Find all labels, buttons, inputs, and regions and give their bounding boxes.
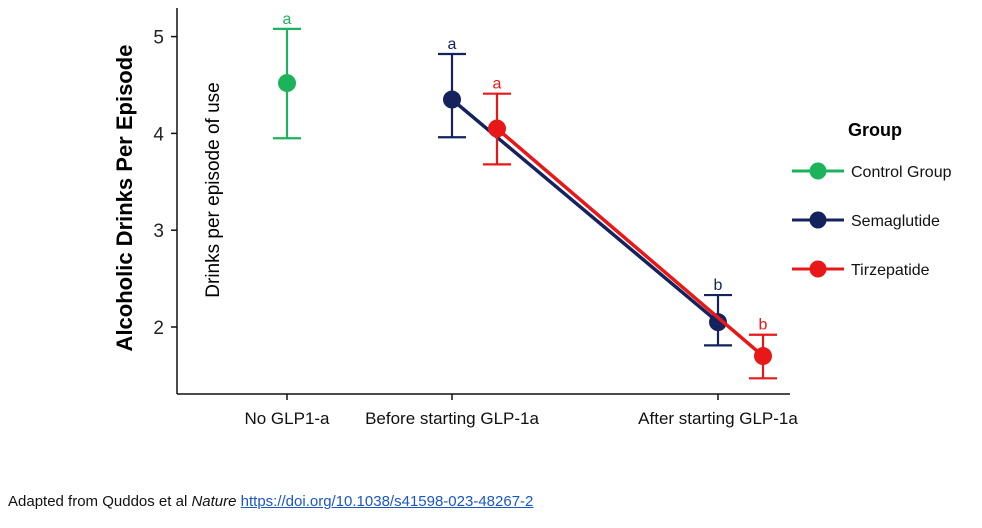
y-axis-label: Alcoholic Drinks Per Episode [112,45,137,352]
x-tick-label: After starting GLP-1a [638,409,798,428]
data-point [709,313,727,332]
source-caption: Adapted from Quddos et al Nature https:/… [8,493,533,510]
x-tick-label: No GLP1-a [244,409,330,428]
significance-letter: a [493,76,502,93]
annotation-label: Drinks per episode of use [203,82,224,297]
y-tick-label: 3 [153,221,164,242]
legend: Group Control Group Semaglutide Tirzepatid… [792,120,952,279]
series-tirzepatide: ab [483,76,777,380]
legend-item: Tirzepatide [792,260,930,279]
legend-marker [809,162,827,180]
legend-title: Group [848,120,902,140]
legend-label: Control Group [851,164,952,181]
series-control-group: a [273,11,301,140]
x-tick-label: Before starting GLP-1a [365,409,539,428]
data-point [278,74,296,93]
legend-marker [809,211,827,229]
significance-letter: b [759,317,768,334]
legend-marker [809,260,827,278]
data-point [443,90,461,109]
x-ticks: No GLP1-a Before starting GLP-1a After sta… [244,394,798,428]
significance-letter: b [714,277,723,294]
chart: 2 3 4 5 No GLP1-a Before starting GLP-1a Afte… [112,8,952,428]
y-tick-label: 2 [153,318,164,339]
legend-item: Control Group [792,162,952,181]
y-tick-label: 5 [153,28,164,49]
y-tick-label: 4 [153,124,164,145]
significance-letter: a [283,11,292,28]
data-point [754,347,772,366]
significance-letter: a [448,36,457,53]
caption-text: Adapted from Quddos et al [8,493,192,510]
y-ticks: 2 3 4 5 [153,28,177,339]
caption-journal: Nature [191,493,237,510]
series-line [495,127,765,358]
series-semaglutide: ab [438,36,732,347]
legend-item: Semaglutide [792,211,940,230]
legend-label: Semaglutide [851,213,940,230]
data-point [488,119,506,138]
doi-link[interactable]: https://doi.org/10.1038/s41598-023-48267… [240,493,534,510]
legend-label: Tirzepatide [851,262,930,279]
